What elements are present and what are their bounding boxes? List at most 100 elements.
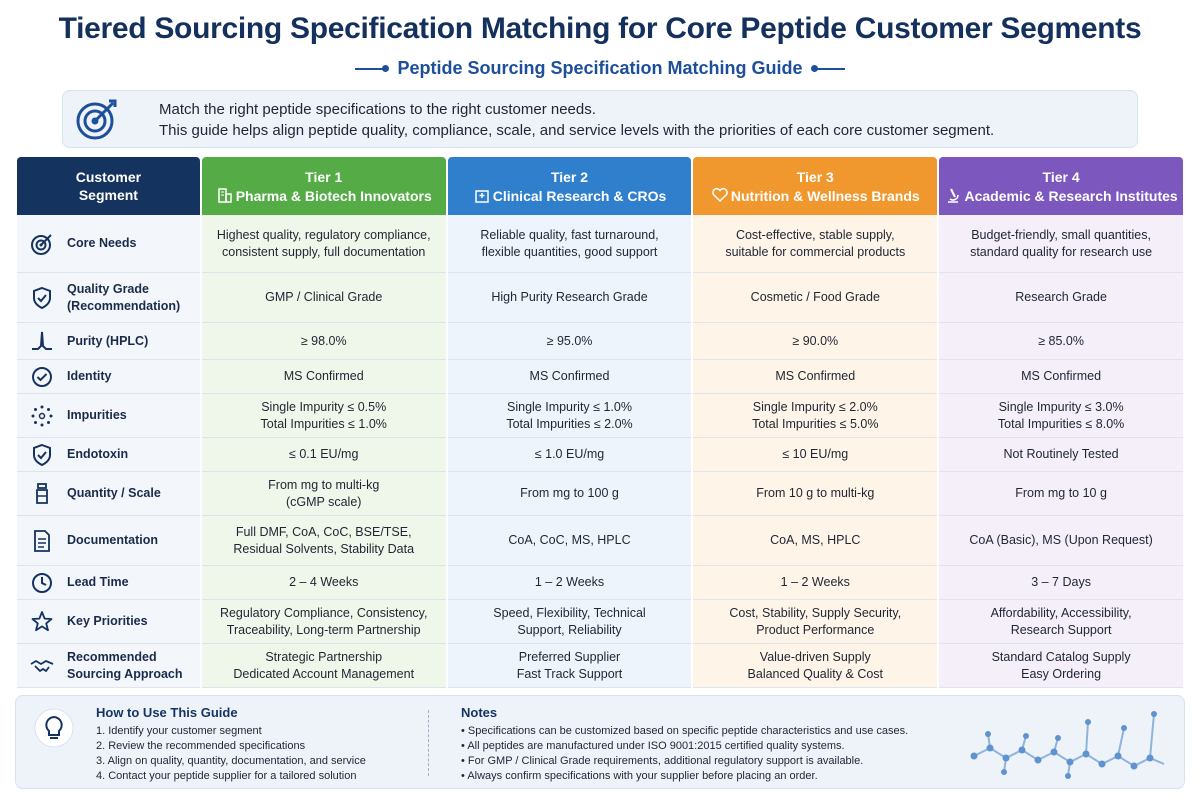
cell: Speed, Flexibility, Technical Support, Re… <box>447 600 692 644</box>
cell: ≥ 85.0% <box>939 323 1183 360</box>
check-circle-icon <box>32 366 52 387</box>
cell-line: MS Confirmed <box>283 369 364 383</box>
cell: 1 – 2 Weeks <box>693 566 938 600</box>
cell: MS Confirmed <box>693 360 938 394</box>
cell: MS Confirmed <box>447 360 692 394</box>
row-header: Key Priorities <box>17 600 200 644</box>
cell-line: Affordability, Accessibility, <box>990 605 1132 620</box>
row-lead-time: Lead Time 2 – 4 Weeks 1 – 2 Weeks 1 – 2 … <box>17 566 1183 600</box>
row-key-priorities: Key Priorities Regulatory Compliance, Co… <box>17 600 1183 644</box>
cell-line: Preferred Supplier <box>518 649 621 664</box>
cell-line: Residual Solvents, Stability Data <box>233 541 415 556</box>
segment-header: Customer Segment <box>17 157 200 215</box>
cell: ≤ 0.1 EU/mg <box>201 438 446 472</box>
cell: Highest quality, regulatory compliance, c… <box>201 215 446 273</box>
cell: ≤ 10 EU/mg <box>693 438 938 472</box>
row-header: Core Needs <box>17 215 200 273</box>
cell: Preferred Supplier Fast Track Support <box>447 644 692 688</box>
cell-line: Regulatory Compliance, Consistency, <box>219 605 428 620</box>
row-header: Lead Time <box>17 566 200 600</box>
cell-line: Speed, Flexibility, Technical <box>493 605 646 620</box>
list-item: Specifications can be customized based o… <box>461 724 908 739</box>
cell: CoA, MS, HPLC <box>693 516 938 566</box>
cell-line: ≤ 0.1 EU/mg <box>289 447 359 461</box>
row-label: Core Needs <box>67 236 137 250</box>
cell: High Purity Research Grade <box>447 273 692 323</box>
cell: Research Grade <box>939 273 1183 323</box>
list-item: 1. Identify your customer segment <box>96 725 262 737</box>
row-label: Quantity / Scale <box>67 486 161 500</box>
tier-2-label: Tier 2 <box>550 168 589 185</box>
row-sourcing-approach: Recommended Sourcing Approach Strategic P… <box>17 644 1183 688</box>
cell: Strategic Partnership Dedicated Account M… <box>201 644 446 688</box>
cell-line: MS Confirmed <box>529 369 610 383</box>
cell-line: Research Grade <box>1015 290 1107 304</box>
cell: Regulatory Compliance, Consistency, Trace… <box>201 600 446 644</box>
cell: From mg to 100 g <box>447 472 692 516</box>
cell: Budget-friendly, small quantities, standa… <box>939 215 1183 273</box>
cell-line: Not Routinely Tested <box>1003 447 1119 461</box>
cell-line: ≤ 1.0 EU/mg <box>534 447 605 461</box>
tier-4-label: Tier 4 <box>1042 168 1080 185</box>
shield-icon <box>33 286 51 309</box>
page-title: Tiered Sourcing Specification Matching f… <box>58 12 1142 45</box>
cell-line: ≥ 85.0% <box>1038 333 1084 348</box>
row-header: Documentation <box>17 516 200 566</box>
cell-line: standard quality for research use <box>970 244 1153 259</box>
tier-3-name: Nutrition & Wellness Brands <box>730 187 920 204</box>
tier-1-header: Tier 1 Pharma & Biotech Innovators <box>201 157 446 215</box>
row-label: Recommended <box>67 649 157 664</box>
dots-ring-icon <box>31 405 53 426</box>
cell-line: Product Performance <box>756 622 875 637</box>
cell-line: Value-driven Supply <box>759 649 871 664</box>
list-item: All peptides are manufactured under ISO … <box>461 739 908 754</box>
cell: Standard Catalog Supply Easy Ordering <box>939 644 1183 688</box>
row-impurities: Impurities Single Impurity ≤ 0.5% Total I… <box>17 394 1183 438</box>
list-item: For GMP / Clinical Grade requirements, a… <box>461 754 908 769</box>
document-icon <box>34 529 50 552</box>
row-label: Purity (HPLC) <box>67 333 149 348</box>
notes-list: Specifications can be customized based o… <box>461 724 908 784</box>
row-label: Endotoxin <box>67 447 129 461</box>
cell-line: CoA, CoC, MS, HPLC <box>508 533 631 547</box>
spec-matrix-table: Customer Segment Tier 1 Pharma & Biotech… <box>15 157 1185 688</box>
cell: CoA, CoC, MS, HPLC <box>447 516 692 566</box>
cell: MS Confirmed <box>201 360 446 394</box>
clock-icon <box>32 572 52 593</box>
tier-3-header: Tier 3 Nutrition & Wellness Brands <box>693 157 938 215</box>
cell-line: Single Impurity ≤ 0.5% <box>261 399 387 414</box>
row-quality-grade: Quality Grade (Recommendation) GMP / Clin… <box>17 273 1183 323</box>
row-header: Quantity / Scale <box>17 472 200 516</box>
subtitle-decor-left <box>355 65 390 73</box>
cell: 1 – 2 Weeks <box>447 566 692 600</box>
lightbulb-icon <box>34 708 74 748</box>
cell-line: From 10 g to multi-kg <box>756 486 875 500</box>
row-documentation: Documentation Full DMF, CoA, CoC, BSE/TS… <box>17 516 1183 566</box>
tier-2-header: Tier 2 Clinical Research & CROs <box>447 157 692 215</box>
row-identity: Identity MS Confirmed MS Confirmed MS Co… <box>17 360 1183 394</box>
vial-icon <box>36 482 48 504</box>
footer-panel: How to Use This Guide 1. Identify your c… <box>15 695 1185 789</box>
cell-line: Research Support <box>1010 622 1112 637</box>
footer-divider <box>428 710 429 776</box>
cell: Single Impurity ≤ 3.0% Total Impurities ≤… <box>939 394 1183 438</box>
tier-3-label: Tier 3 <box>796 168 834 185</box>
segment-header-line-1: Customer <box>75 169 142 185</box>
list-item: 4. Contact your peptide supplier for a t… <box>96 770 357 782</box>
cell-line: CoA, MS, HPLC <box>770 533 861 547</box>
cell: 2 – 4 Weeks <box>201 566 446 600</box>
cell-line: flexible quantities, good support <box>481 244 658 259</box>
list-item: 3. Align on quality, quantity, documenta… <box>96 755 366 767</box>
row-label: Lead Time <box>67 575 129 589</box>
hospital-icon <box>474 189 489 203</box>
cell-line: High Purity Research Grade <box>491 290 648 304</box>
cell-line: MS Confirmed <box>1021 369 1102 383</box>
cell-line: Total Impurities ≤ 1.0% <box>260 416 387 431</box>
how-to-use-title: How to Use This Guide <box>96 705 238 720</box>
tier-1-name: Pharma & Biotech Innovators <box>235 187 432 204</box>
cell-line: Support, Reliability <box>517 622 622 637</box>
cell: Affordability, Accessibility, Research Su… <box>939 600 1183 644</box>
cell-line: Total Impurities ≤ 8.0% <box>997 416 1125 431</box>
star-icon <box>31 610 53 631</box>
cell-line: Single Impurity ≤ 1.0% <box>507 399 632 414</box>
